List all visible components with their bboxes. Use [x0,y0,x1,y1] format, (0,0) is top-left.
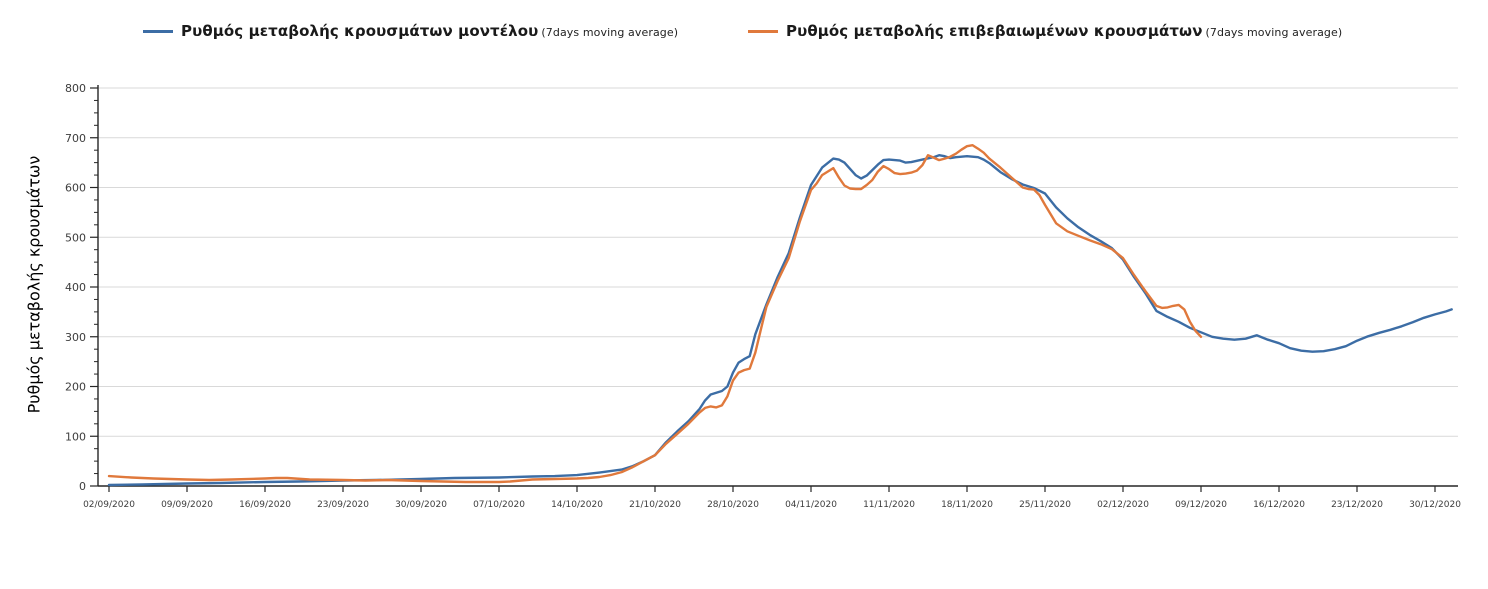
x-tick-label: 30/12/2020 [1409,500,1461,510]
y-tick-label: 0 [79,480,86,493]
series-line-confirmed [107,143,1203,484]
x-tick-label: 11/11/2020 [863,500,915,510]
y-tick-label: 700 [65,132,86,145]
x-tick-label: 16/12/2020 [1253,500,1305,510]
y-tick-label: 400 [65,281,86,294]
x-tick-label: 16/09/2020 [239,500,291,510]
y-tick-label: 600 [65,182,86,195]
x-tick-label: 09/12/2020 [1175,500,1227,510]
y-tick-label: 200 [65,381,86,394]
x-tick-label: 02/12/2020 [1097,500,1149,510]
x-tick-label: 02/09/2020 [83,500,135,510]
x-tick-label: 09/09/2020 [161,500,213,510]
legend-suffix-confirmed: (7days moving average) [1205,26,1343,39]
x-tick-label: 21/10/2020 [629,500,681,510]
y-tick-label: 800 [65,82,86,95]
legend-item-confirmed: Ρυθμός μεταβολής επιβεβαιωμένων κρουσμάτ… [748,22,1342,40]
x-tick-label: 23/12/2020 [1331,500,1383,510]
x-tick-label: 04/11/2020 [785,500,837,510]
x-tick-label: 18/11/2020 [941,500,993,510]
y-tick-label: 100 [65,430,86,443]
confirmed-line-swatch-icon [748,29,778,33]
legend-label-model: Ρυθμός μεταβολής κρουσμάτων μοντέλου (7da… [181,22,679,40]
y-tick-label: 300 [65,331,86,344]
x-tick-label: 30/09/2020 [395,500,447,510]
x-tick-label: 28/10/2020 [707,500,759,510]
legend-item-model: Ρυθμός μεταβολής κρουσμάτων μοντέλου (7da… [143,22,678,40]
y-tick-label: 500 [65,231,86,244]
legend-label-confirmed: Ρυθμός μεταβολής επιβεβαιωμένων κρουσμάτ… [786,22,1343,40]
model-line-swatch-icon [143,29,173,33]
x-tick-label: 23/09/2020 [317,500,369,510]
x-tick-label: 25/11/2020 [1019,500,1071,510]
x-tick-label: 07/10/2020 [473,500,525,510]
legend-suffix-model: (7days moving average) [541,26,679,39]
x-tick-label: 14/10/2020 [551,500,603,510]
series-line-model [107,153,1453,487]
